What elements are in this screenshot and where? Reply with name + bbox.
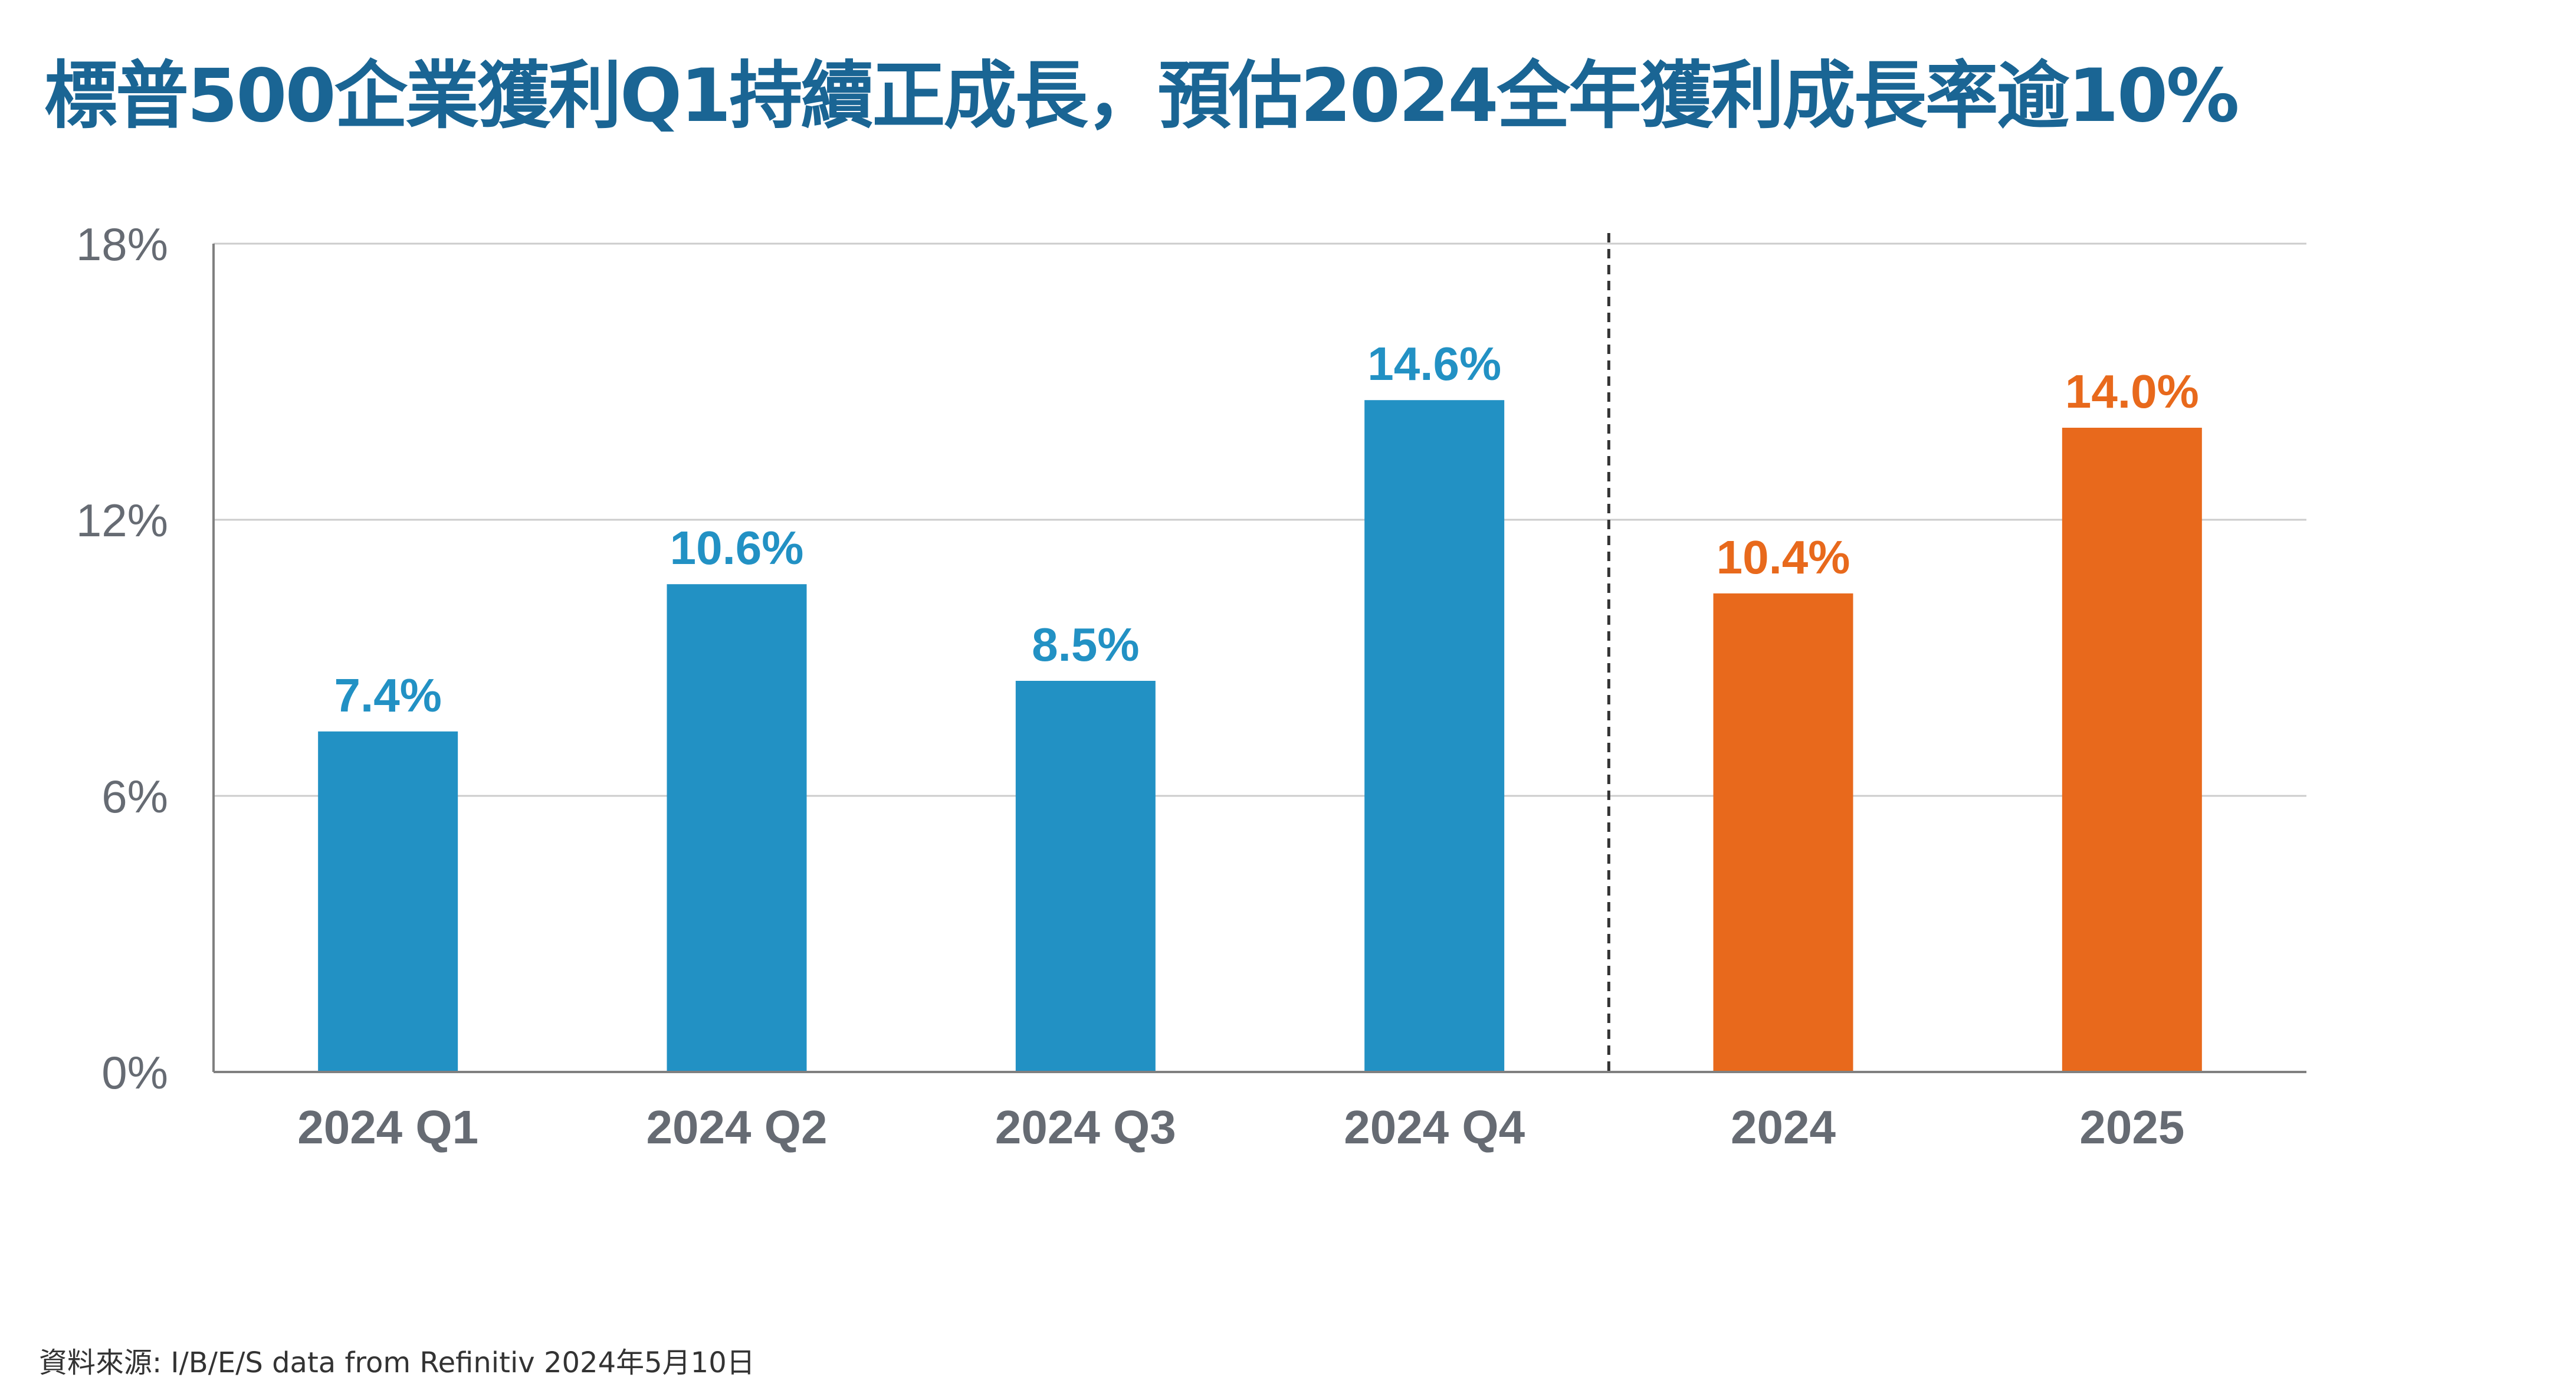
bar-value-label: 14.0% [2065,365,2199,418]
x-tick-label: 2024 Q4 [1344,1101,1525,1153]
bar-value-label: 10.4% [1717,531,1850,583]
y-tick-label: 18% [76,218,168,270]
bar-2024 [1713,593,1853,1072]
bar-2024-q1 [318,731,458,1072]
y-tick-label: 12% [76,494,168,546]
x-tick-label: 2025 [2079,1101,2184,1153]
source-note: 資料來源: I/B/E/S data from Refinitiv 2024年5… [39,1346,755,1379]
bar-value-label: 14.6% [1367,337,1501,390]
axes [212,244,2306,1073]
chart-title: 標普500企業獲利Q1持續正成長，預估2024全年獲利成長率逾10% [44,54,2239,139]
bar-value-label: 7.4% [334,669,441,722]
gridlines [214,242,2306,797]
bar-2025 [2062,428,2202,1072]
x-tick-label: 2024 Q2 [647,1101,828,1153]
bars [318,400,2202,1073]
x-tick-label: 2024 Q3 [995,1101,1176,1153]
bar-value-label: 10.6% [670,522,804,574]
bar-2024-q4 [1364,400,1505,1073]
bar-value-label: 8.5% [1032,618,1139,671]
y-tick-label: 6% [101,771,168,822]
x-tick-label: 2024 [1731,1101,1836,1153]
x-tick-label: 2024 Q1 [297,1101,478,1153]
y-tick-label: 0% [101,1047,168,1099]
labels: 0% 6% 12% 18% 7.4% 2024 Q1 10.6% 2024 Q2 8.5% 202… [76,218,2199,1153]
bar-2024-q3 [1015,681,1156,1072]
bar-2024-q2 [667,584,807,1072]
